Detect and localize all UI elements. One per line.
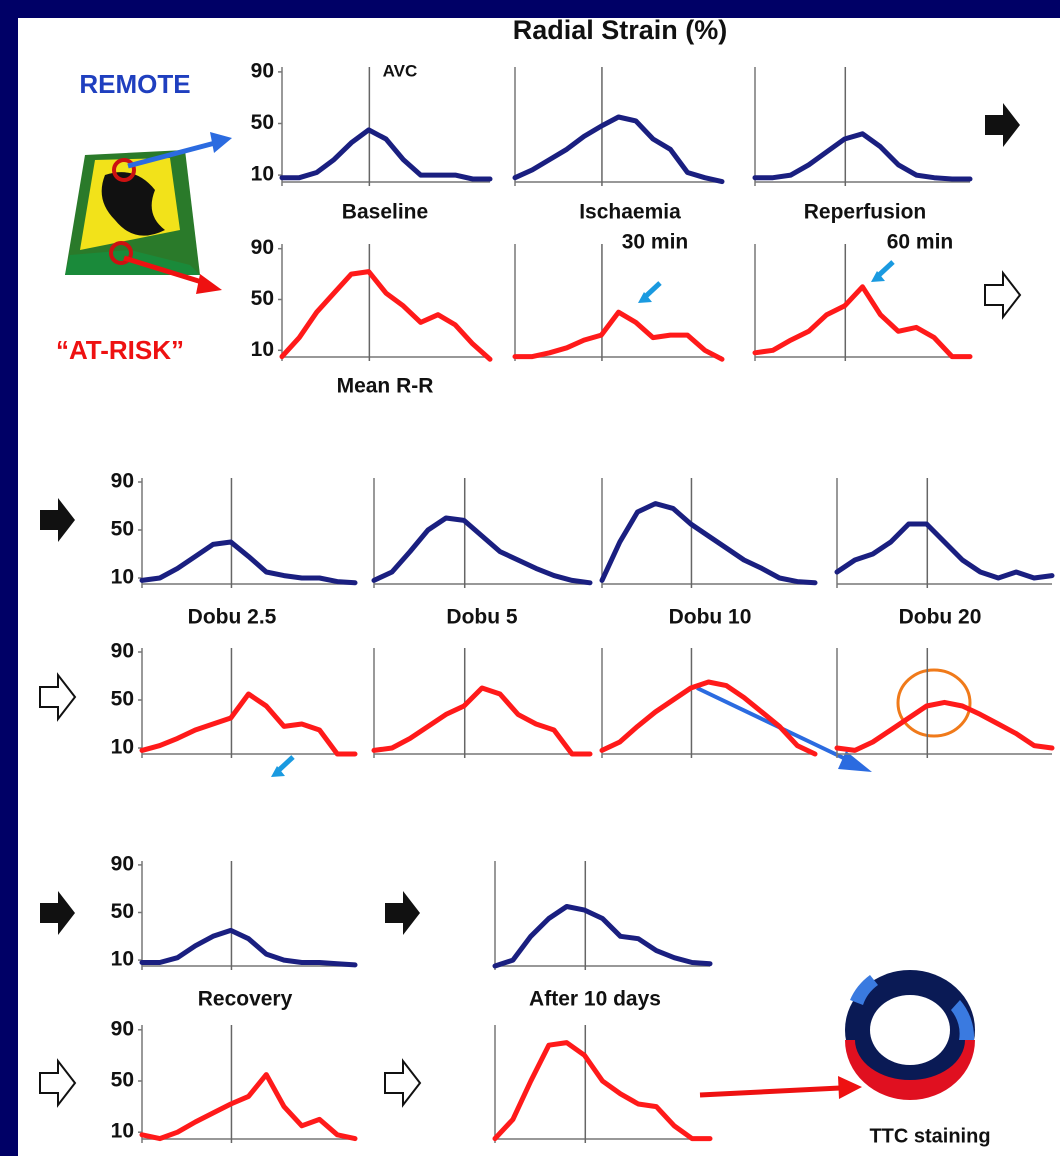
y-tick-label: 50 xyxy=(111,518,134,541)
y-tick-label: 50 xyxy=(111,688,134,711)
strain-curve xyxy=(371,515,593,586)
panel-label: Mean R-R xyxy=(337,375,434,398)
panel-label: Reperfusion xyxy=(804,201,927,224)
panel-label: Dobu 10 xyxy=(669,606,752,629)
panel-label: 60 min xyxy=(887,231,954,254)
strain-curve xyxy=(752,284,973,360)
strain-curve xyxy=(512,114,725,185)
y-tick-label: 10 xyxy=(251,163,274,186)
y-tick-label: 90 xyxy=(111,470,134,493)
y-tick-label: 10 xyxy=(251,338,274,361)
strain-curve xyxy=(834,699,1055,753)
panel-label: Recovery xyxy=(198,988,293,1011)
panel-label: Dobu 5 xyxy=(446,606,517,629)
highlight-circle xyxy=(896,668,972,738)
y-tick-label: 10 xyxy=(111,948,134,971)
y-tick-label: 50 xyxy=(251,287,274,310)
y-tick-label: 50 xyxy=(111,900,134,923)
panel-label: Dobu 2.5 xyxy=(188,606,277,629)
y-tick-label: 90 xyxy=(251,59,274,82)
panel-label: Ischaemia xyxy=(579,201,681,224)
panel-label: After 10 days xyxy=(529,988,661,1011)
heart-image xyxy=(65,150,200,275)
panel-label: Dobu 20 xyxy=(899,606,982,629)
strain-curve xyxy=(279,127,493,182)
strain-curve xyxy=(752,131,973,182)
y-tick-label: 10 xyxy=(111,1120,134,1143)
strain-curve xyxy=(599,679,818,757)
ttc-label: TTC staining xyxy=(869,1125,990,1147)
remote-label: REMOTE xyxy=(79,69,190,99)
strain-curve xyxy=(139,927,358,968)
block-arrows xyxy=(39,103,1022,1108)
strain-curve xyxy=(371,685,593,757)
remote-marker xyxy=(112,158,136,182)
at-risk-label: “AT-RISK” xyxy=(56,335,184,365)
panel-label: Baseline xyxy=(342,201,428,224)
y-tick-label: 10 xyxy=(111,566,134,589)
y-tick-label: 90 xyxy=(251,236,274,259)
title: Radial Strain (%) xyxy=(513,15,728,45)
strain-curve xyxy=(512,309,725,362)
y-tick-label: 90 xyxy=(111,852,134,875)
y-tick-label: 90 xyxy=(111,1017,134,1040)
y-tick-label: 50 xyxy=(111,1069,134,1092)
strain-curve xyxy=(139,539,358,586)
y-tick-label: 10 xyxy=(111,736,134,759)
panel-label: 30 min xyxy=(622,231,689,254)
risk-marker xyxy=(109,241,133,265)
strain-curve xyxy=(492,904,713,969)
strain-curve xyxy=(599,501,818,586)
pointer-arrows xyxy=(123,132,895,1099)
y-tick-label: 90 xyxy=(111,640,134,663)
y-tick-label: 50 xyxy=(251,111,274,134)
strain-curve xyxy=(279,269,493,362)
avc-label: AVC xyxy=(383,61,418,80)
strain-curve xyxy=(492,1040,713,1142)
ttc-slice xyxy=(845,970,975,1100)
strain-curve xyxy=(834,521,1055,581)
strain-curve xyxy=(139,1072,358,1142)
strain-curve xyxy=(139,691,358,757)
